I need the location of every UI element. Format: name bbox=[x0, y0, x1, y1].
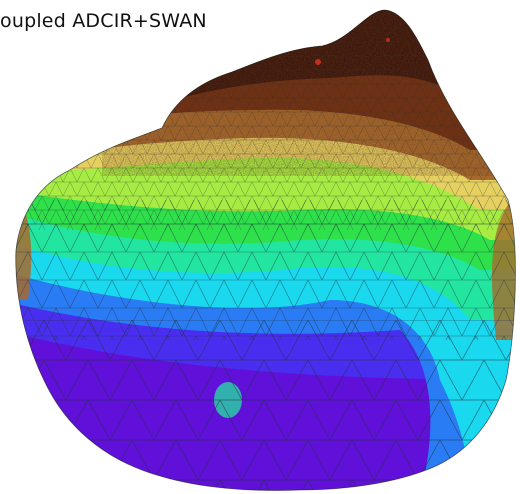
bay-mesh-icon bbox=[15, 9, 516, 491]
figure-title: oupled ADCIR+SWAN bbox=[0, 10, 207, 32]
land-highlight bbox=[386, 38, 390, 42]
medium-mesh-region bbox=[15, 200, 516, 340]
land-highlight bbox=[315, 59, 321, 65]
coarse-mesh-region bbox=[15, 320, 516, 491]
